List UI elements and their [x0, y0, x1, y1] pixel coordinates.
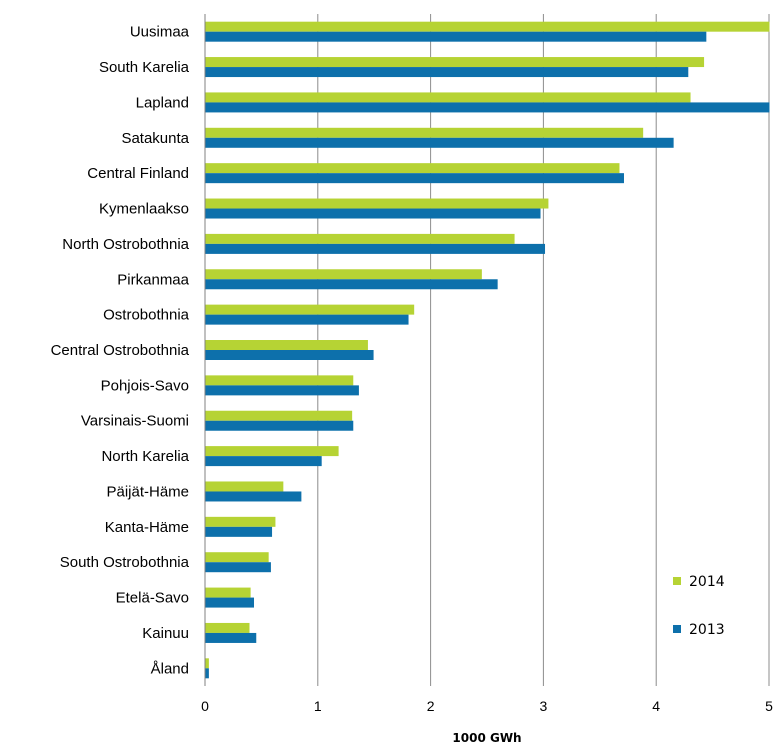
bar-2014 [205, 57, 705, 68]
category-label: Pirkanmaa [117, 271, 189, 288]
legend-swatch [673, 577, 681, 585]
category-label: Uusimaa [130, 24, 190, 41]
bar-2014 [205, 481, 284, 492]
bar-2014 [205, 587, 251, 598]
bar-2013 [205, 243, 546, 254]
category-label: North Ostrobothnia [62, 236, 189, 253]
bar-2014 [205, 233, 515, 244]
bar-2014 [205, 410, 353, 421]
bar-2013 [205, 597, 255, 608]
category-label: Varsinais-Suomi [81, 413, 189, 430]
bar-2014 [205, 658, 209, 669]
category-label: Kainuu [142, 625, 189, 642]
x-axis-title: 1000 GWh [452, 731, 521, 745]
bar-2014 [205, 127, 644, 138]
bar-2014 [205, 269, 482, 280]
x-tick-label: 4 [652, 698, 660, 714]
bar-2013 [205, 385, 359, 396]
bar-2013 [205, 137, 674, 148]
bar-2013 [205, 31, 707, 42]
legend: 2014 2013 [673, 574, 725, 638]
x-tick-label: 1 [314, 698, 322, 714]
x-tick-labels: 0 1 2 3 4 5 [201, 698, 773, 714]
x-tick-label: 2 [427, 698, 435, 714]
category-label: Kymenlaakso [99, 201, 189, 218]
category-label: Åland [151, 660, 189, 677]
bar-2013 [205, 491, 302, 502]
bar-2013 [205, 102, 770, 113]
category-label: Päijät-Häme [106, 483, 189, 500]
bars [205, 21, 770, 679]
bar-2013 [205, 350, 374, 360]
category-labels: Uusimaa South Karelia Lapland Satakunta Cent… [51, 24, 190, 678]
bar-2014 [205, 304, 415, 315]
category-label: Pohjois-Savo [101, 377, 189, 394]
gridlines [317, 14, 770, 686]
bar-2014 [205, 552, 269, 563]
x-tick-label: 3 [540, 698, 548, 714]
x-tick-label: 0 [201, 698, 209, 714]
category-label: Lapland [136, 94, 189, 111]
bar-2014 [205, 198, 549, 209]
bar-2013 [205, 668, 209, 679]
bar-2013 [205, 279, 498, 290]
bar-2013 [205, 208, 541, 219]
bar-2014 [205, 21, 770, 32]
bar-2013 [205, 314, 409, 325]
bar-2014 [205, 516, 276, 527]
bar-2014 [205, 92, 691, 103]
legend-label: 2013 [689, 622, 725, 638]
category-label: Kanta-Häme [105, 519, 189, 536]
bar-2013 [205, 632, 257, 643]
bar-2013 [205, 420, 354, 431]
bar-2014 [205, 446, 339, 457]
category-label: North Karelia [101, 448, 189, 465]
bar-2014 [205, 340, 368, 350]
bar-2013 [205, 67, 689, 78]
bar-2014 [205, 622, 250, 633]
category-label: South Ostrobothnia [60, 554, 190, 571]
legend-label: 2014 [689, 574, 725, 590]
bar-2013 [205, 173, 624, 184]
category-label: South Karelia [99, 59, 190, 76]
bar-2014 [205, 163, 620, 174]
category-label: Ostrobothnia [103, 307, 190, 324]
legend-swatch [673, 625, 681, 633]
category-label: Central Ostrobothnia [51, 342, 190, 359]
bar-2013 [205, 562, 271, 573]
bar-2013 [205, 526, 273, 537]
category-label: Central Finland [87, 165, 189, 182]
category-label: Satakunta [121, 130, 189, 147]
x-tick-label: 5 [765, 698, 773, 714]
category-label: Etelä-Savo [116, 590, 189, 607]
bar-2014 [205, 375, 354, 386]
bar-2013 [205, 456, 322, 467]
